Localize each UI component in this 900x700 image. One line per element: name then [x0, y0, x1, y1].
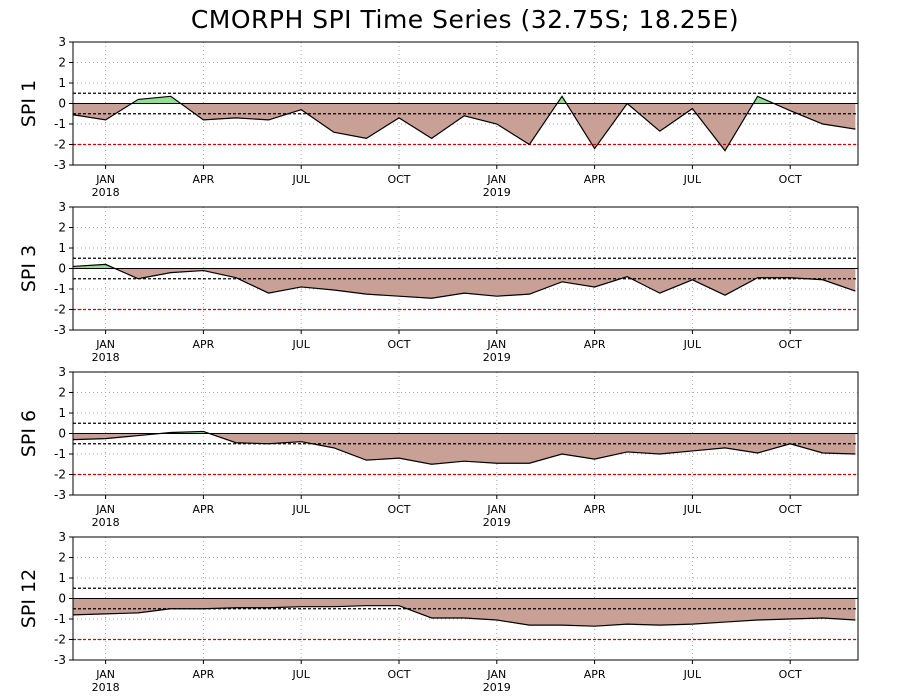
x-tick-label: JAN	[486, 668, 506, 681]
x-tick-label: APR	[584, 173, 606, 186]
x-tick-label: APR	[192, 338, 214, 351]
x-tick-label: JUL	[291, 338, 310, 351]
y-tick-label: 1	[58, 571, 66, 585]
x-tick-label: APR	[584, 668, 606, 681]
x-tick-label: JUL	[291, 503, 310, 516]
y-tick-label: -3	[54, 323, 66, 337]
y-tick-label: 2	[58, 221, 66, 235]
x-tick-label: OCT	[779, 338, 802, 351]
x-tick-label: APR	[584, 338, 606, 351]
x-tick-label: JAN	[95, 173, 115, 186]
x-year-label: 2018	[92, 516, 120, 529]
y-tick-label: 2	[58, 551, 66, 565]
x-tick-label: OCT	[387, 338, 410, 351]
x-tick-label: JAN	[95, 668, 115, 681]
x-tick-label: OCT	[779, 668, 802, 681]
plot-area	[73, 372, 858, 495]
x-tick-label: JUL	[291, 668, 310, 681]
x-tick-label: JAN	[95, 503, 115, 516]
x-year-label: 2018	[92, 351, 120, 364]
spi-series-line	[73, 430, 856, 465]
x-tick-label: JAN	[95, 338, 115, 351]
x-tick-label: JAN	[486, 503, 506, 516]
plot-area	[73, 207, 858, 330]
x-year-label: 2019	[483, 681, 511, 694]
y-axis-label: SPI 6	[18, 410, 40, 457]
y-tick-label: 3	[58, 200, 66, 214]
y-tick-label: -1	[54, 447, 66, 461]
y-tick-label: -2	[54, 303, 66, 317]
x-year-label: 2018	[92, 681, 120, 694]
x-tick-label: OCT	[779, 503, 802, 516]
x-tick-label: APR	[584, 503, 606, 516]
negative-area	[773, 103, 856, 130]
x-tick-label: OCT	[387, 668, 410, 681]
x-tick-label: JUL	[683, 173, 702, 186]
positive-area	[557, 96, 567, 104]
y-tick-label: 1	[58, 241, 66, 255]
y-axis-label: SPI 1	[18, 80, 40, 127]
plot-area	[73, 42, 858, 165]
spi-series-line	[73, 605, 856, 627]
y-tick-label: 1	[58, 76, 66, 90]
y-tick-label: 2	[58, 56, 66, 70]
y-tick-label: 0	[58, 262, 66, 276]
y-tick-label: 2	[58, 386, 66, 400]
spi-series-line	[73, 263, 856, 299]
x-tick-label: OCT	[387, 503, 410, 516]
negative-area	[566, 103, 628, 149]
positive-area	[73, 264, 115, 269]
y-axis-label: SPI 12	[18, 569, 40, 628]
y-tick-label: 0	[58, 592, 66, 606]
y-tick-label: -2	[54, 468, 66, 482]
y-tick-label: -1	[54, 282, 66, 296]
negative-area	[627, 103, 754, 151]
x-tick-label: JUL	[683, 668, 702, 681]
negative-area	[73, 103, 132, 120]
y-tick-label: -1	[54, 117, 66, 131]
x-year-label: 2019	[483, 516, 511, 529]
y-tick-label: -1	[54, 612, 66, 626]
negative-area	[114, 268, 856, 299]
y-tick-label: 3	[58, 365, 66, 379]
x-tick-label: JAN	[486, 338, 506, 351]
x-tick-label: OCT	[779, 173, 802, 186]
x-tick-label: JUL	[683, 503, 702, 516]
y-tick-label: 3	[58, 35, 66, 49]
x-year-label: 2018	[92, 186, 120, 199]
x-tick-label: OCT	[387, 173, 410, 186]
spi-series-line	[73, 95, 856, 152]
y-tick-label: 0	[58, 427, 66, 441]
y-tick-label: -2	[54, 138, 66, 152]
positive-area	[131, 96, 181, 104]
plot-area	[73, 537, 858, 660]
y-tick-label: 3	[58, 530, 66, 544]
y-tick-label: 0	[58, 97, 66, 111]
y-tick-label: -2	[54, 633, 66, 647]
x-tick-label: JAN	[486, 173, 506, 186]
y-tick-label: -3	[54, 653, 66, 667]
y-tick-label: 1	[58, 406, 66, 420]
x-tick-label: JUL	[683, 338, 702, 351]
negative-area	[73, 598, 856, 627]
y-tick-label: -3	[54, 158, 66, 172]
x-tick-label: APR	[192, 503, 214, 516]
x-tick-label: APR	[192, 668, 214, 681]
y-axis-label: SPI 3	[18, 245, 40, 292]
x-tick-label: JUL	[291, 173, 310, 186]
x-tick-label: APR	[192, 173, 214, 186]
chart-title: CMORPH SPI Time Series (32.75S; 18.25E)	[191, 5, 739, 34]
negative-area	[209, 433, 856, 465]
y-tick-label: -3	[54, 488, 66, 502]
x-year-label: 2019	[483, 186, 511, 199]
x-year-label: 2019	[483, 351, 511, 364]
